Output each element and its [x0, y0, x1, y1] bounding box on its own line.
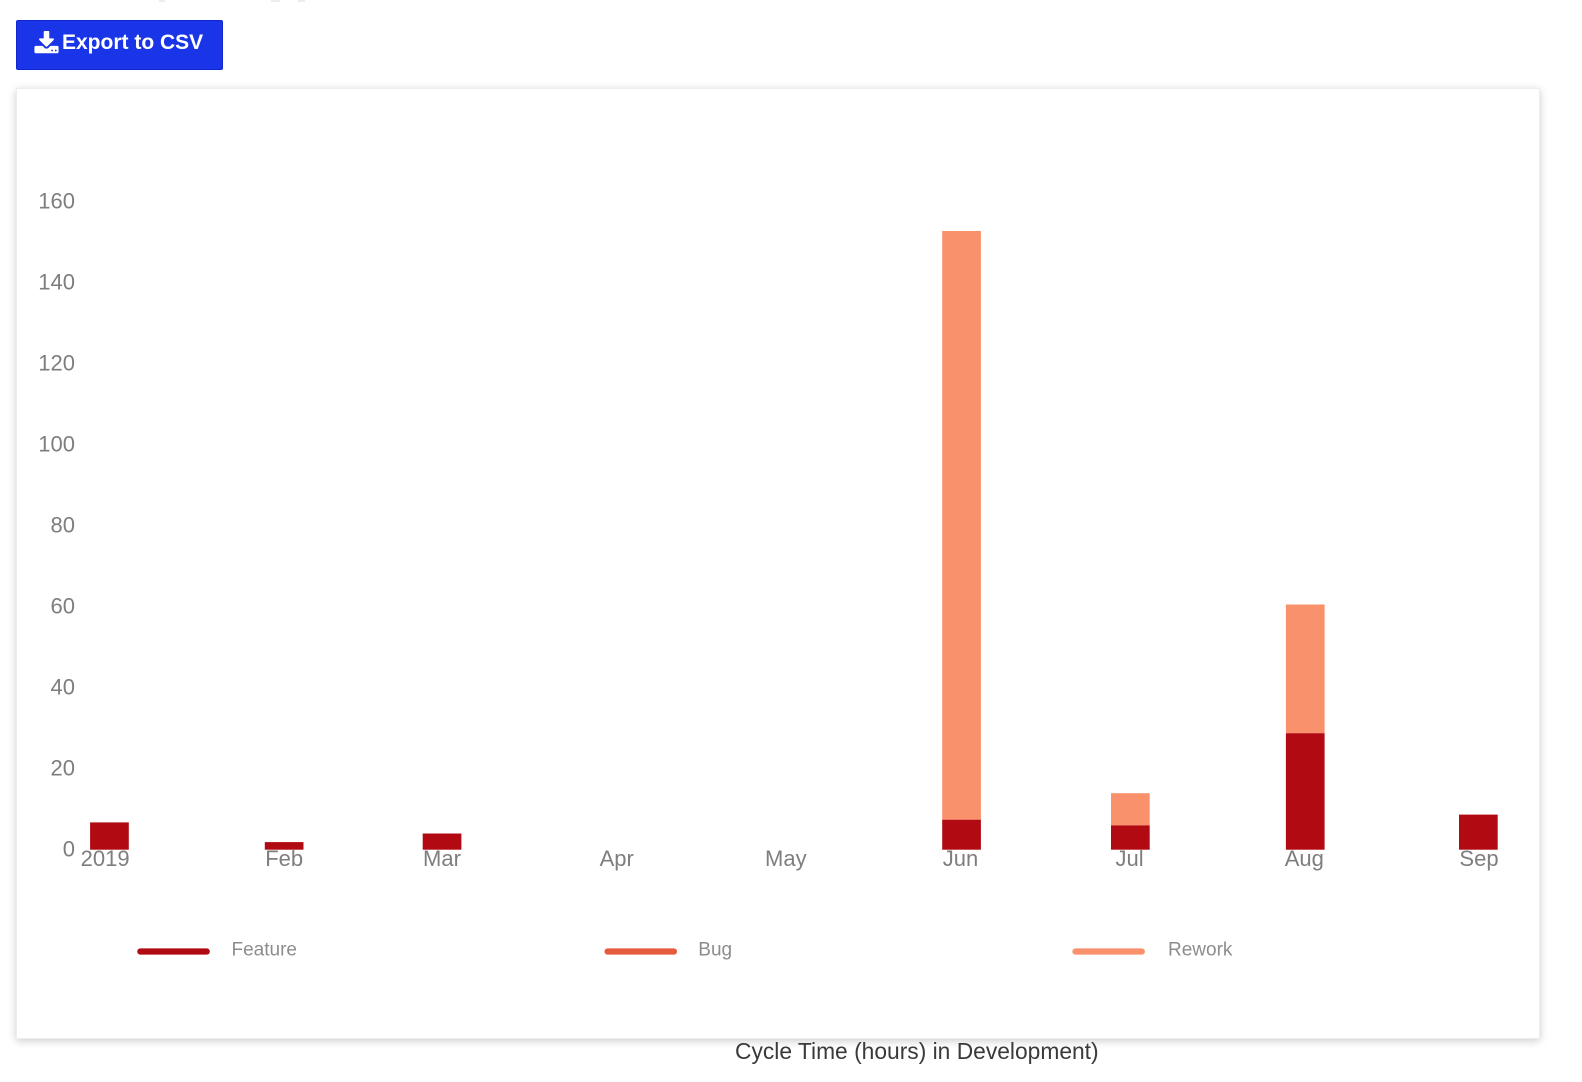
svg-text:140: 140	[38, 269, 75, 294]
svg-text:2019: 2019	[81, 846, 130, 871]
svg-text:Jun: Jun	[943, 846, 978, 871]
svg-text:Feature: Feature	[232, 940, 297, 961]
svg-text:20: 20	[51, 755, 75, 780]
svg-text:Aug: Aug	[1285, 846, 1324, 871]
svg-text:60: 60	[51, 593, 75, 618]
svg-text:100: 100	[38, 431, 75, 456]
svg-text:Mar: Mar	[423, 846, 461, 871]
svg-text:May: May	[765, 846, 807, 871]
svg-text:Feb: Feb	[265, 846, 303, 871]
svg-text:120: 120	[38, 350, 75, 375]
svg-text:Bug: Bug	[698, 940, 732, 961]
svg-text:Rework: Rework	[1168, 940, 1233, 961]
svg-text:Sep: Sep	[1459, 846, 1498, 871]
svg-text:40: 40	[51, 674, 75, 699]
svg-text:160: 160	[38, 188, 75, 213]
svg-text:Jul: Jul	[1116, 846, 1144, 871]
svg-text:Apr: Apr	[600, 846, 634, 871]
svg-text:80: 80	[51, 512, 75, 537]
svg-text:0: 0	[63, 836, 75, 861]
